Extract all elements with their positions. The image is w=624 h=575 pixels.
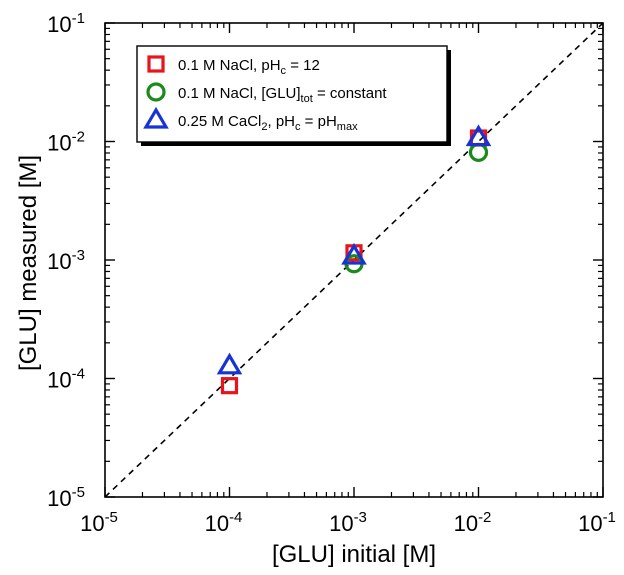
x-tick-label: 10-1 <box>578 509 616 536</box>
axis-ticks: 10-510-5 10-4 10-4 10-3 10-3 10-2 10-2 10-1 10-1 <box>47 10 616 536</box>
x-tick-label: 10-4 <box>205 509 243 536</box>
legend-entry-label: 0.25 M CaCl2, pHc = pHmax <box>178 113 358 133</box>
legend-entry-label: 0.1 M NaCl, [GLU]tot = constant <box>178 85 387 105</box>
y-tick-label: 10-3 <box>47 247 85 274</box>
square-data-point <box>220 377 239 395</box>
legend-entry-label: 0.1 M NaCl, pHc = 12 <box>178 57 320 77</box>
triangle-legend-marker <box>143 106 169 129</box>
x-tick-label: 10-3 <box>329 509 367 536</box>
circle-legend-marker <box>146 82 166 102</box>
circle-data-point <box>468 142 489 162</box>
legend: 0.1 M NaCl, pHc = 12 0.1 M NaCl, [GLU]tot… <box>136 45 451 146</box>
x-axis-label: [GLU] initial [M] <box>272 541 436 568</box>
y-tick-label: 10-4 <box>47 366 85 393</box>
triangle-data-point <box>216 352 243 375</box>
square-legend-marker <box>147 55 165 73</box>
y-tick-label: 10-5 <box>47 484 85 511</box>
y-tick-label: 10-2 <box>47 129 85 156</box>
data-marks <box>216 124 492 395</box>
y-tick-label: 10-1 <box>47 10 85 37</box>
x-tick-label: 10-5 <box>80 509 118 536</box>
y-axis-label: [GLU] measured [M] <box>15 155 42 371</box>
triangle-data-point <box>465 124 492 147</box>
triangle-data-point <box>341 242 367 265</box>
legend-box <box>136 45 448 143</box>
x-tick-label: 10-2 <box>454 509 492 536</box>
